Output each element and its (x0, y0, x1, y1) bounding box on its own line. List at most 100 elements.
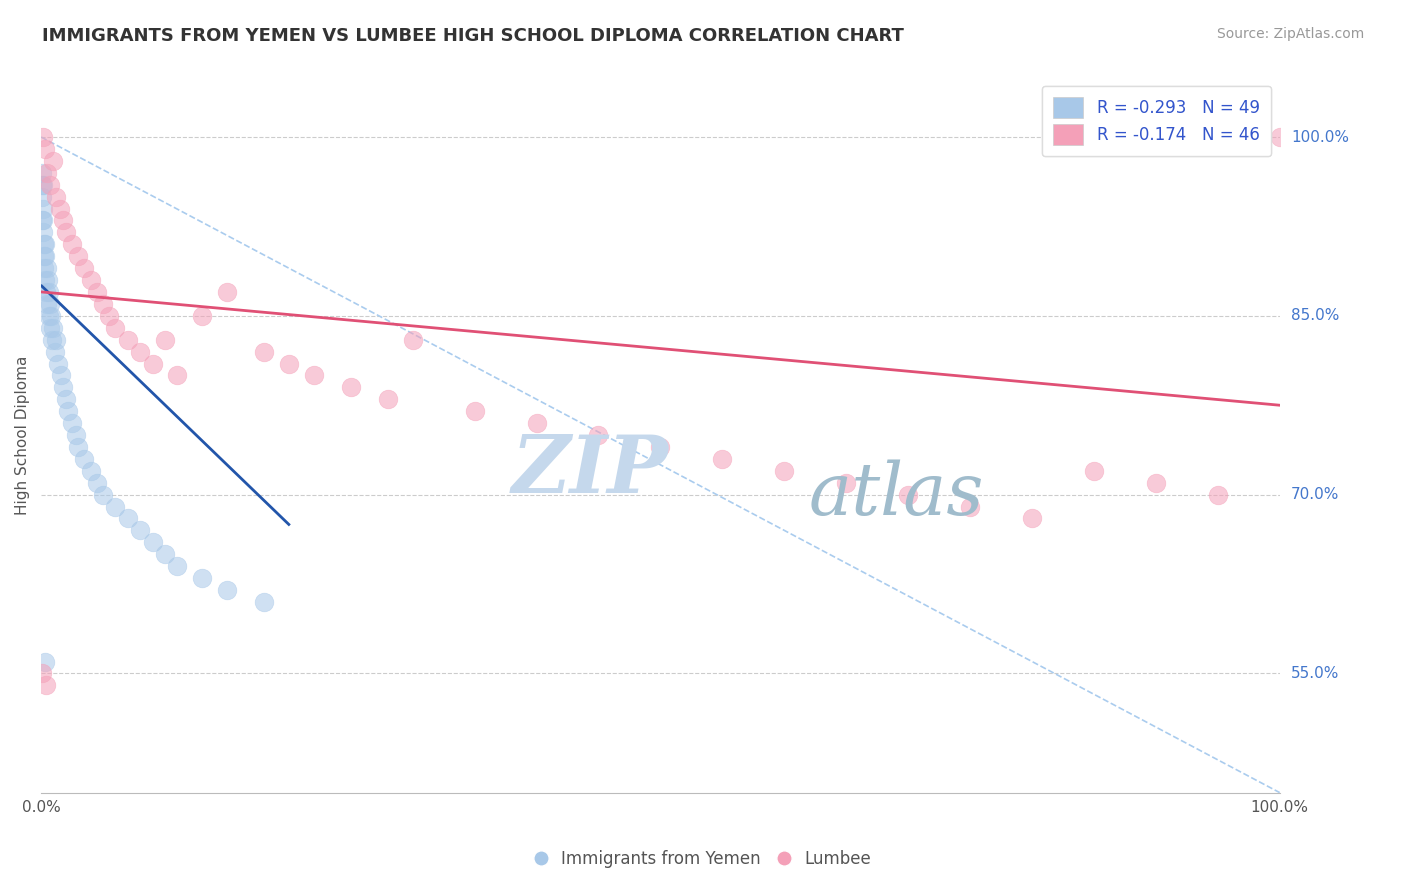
Point (166, 368, 188, 383)
Point (31, 666, 53, 681)
Point (32, 249, 55, 263)
Text: atlas: atlas (808, 459, 984, 530)
Point (58, 404, 80, 418)
Text: ZIP: ZIP (512, 432, 669, 509)
Point (34, 273, 56, 287)
Point (48, 357, 70, 371)
Point (38, 178, 60, 192)
Point (117, 333, 139, 347)
Point (835, 475, 858, 490)
Point (67, 249, 90, 263)
Point (38, 309, 60, 323)
Point (588, 428, 610, 442)
Point (34, 249, 56, 263)
Point (215, 285, 238, 299)
Point (79, 464, 101, 478)
Point (959, 500, 981, 514)
Point (55, 392, 77, 407)
Legend: R = -0.293   N = 49, R = -0.174   N = 46: R = -0.293 N = 49, R = -0.174 N = 46 (1042, 86, 1271, 156)
Text: 100.0%: 100.0% (1291, 129, 1348, 145)
Point (34, 142, 56, 156)
Point (153, 547, 176, 561)
Y-axis label: High School Diploma: High School Diploma (15, 355, 30, 515)
Point (32, 261, 55, 276)
Point (79, 273, 101, 287)
Point (73, 451, 96, 466)
Point (1206, 488, 1229, 502)
Point (42, 320, 65, 334)
Point (39, 309, 62, 323)
Point (129, 524, 152, 538)
Point (117, 511, 139, 525)
Point (34, 655, 56, 669)
Point (711, 451, 734, 466)
Point (65, 428, 87, 442)
Point (37, 273, 59, 287)
Point (897, 488, 920, 502)
Point (52, 213, 75, 227)
Point (31, 213, 53, 227)
Point (31, 166, 53, 180)
Text: 70.0%: 70.0% (1291, 487, 1339, 502)
Point (60, 416, 83, 430)
Text: 55.0%: 55.0% (1291, 666, 1339, 681)
Point (166, 559, 188, 574)
Point (302, 368, 325, 383)
Point (1021, 511, 1043, 525)
Point (153, 333, 176, 347)
Point (32, 202, 55, 216)
Point (773, 464, 796, 478)
Point (31, 213, 53, 227)
Point (277, 357, 299, 371)
Point (42, 153, 65, 168)
Point (253, 344, 276, 359)
Point (31, 178, 53, 192)
Point (38, 297, 60, 311)
Point (253, 595, 276, 609)
Point (377, 392, 399, 407)
Point (91, 488, 114, 502)
Point (73, 261, 96, 276)
Point (37, 297, 59, 311)
Point (37, 166, 59, 180)
Text: Source: ZipAtlas.com: Source: ZipAtlas.com (1216, 27, 1364, 41)
Point (39, 320, 62, 334)
Point (60, 237, 83, 252)
Text: 85.0%: 85.0% (1291, 309, 1339, 323)
Point (35, 285, 58, 299)
Point (32, 226, 55, 240)
Point (1144, 475, 1167, 490)
Point (45, 189, 67, 203)
Point (49, 368, 72, 383)
Text: IMMIGRANTS FROM YEMEN VS LUMBEE HIGH SCHOOL DIPLOMA CORRELATION CHART: IMMIGRANTS FROM YEMEN VS LUMBEE HIGH SCH… (42, 27, 904, 45)
Point (38, 285, 60, 299)
Point (86, 285, 108, 299)
Point (86, 475, 108, 490)
Point (67, 440, 90, 454)
Point (34, 237, 56, 252)
Point (1083, 464, 1105, 478)
Point (32, 237, 55, 252)
Point (44, 344, 66, 359)
Point (32, 130, 55, 145)
Point (464, 404, 486, 418)
Point (45, 333, 67, 347)
Point (142, 357, 165, 371)
Point (98, 309, 121, 323)
Legend: Immigrants from Yemen, Lumbee: Immigrants from Yemen, Lumbee (529, 844, 877, 875)
Point (35, 678, 58, 692)
Point (31, 178, 53, 192)
Point (191, 571, 214, 585)
Point (142, 535, 165, 549)
Point (55, 226, 77, 240)
Point (650, 440, 672, 454)
Point (215, 582, 238, 597)
Point (91, 297, 114, 311)
Point (41, 333, 63, 347)
Point (129, 344, 152, 359)
Point (48, 202, 70, 216)
Point (339, 380, 361, 394)
Point (191, 309, 214, 323)
Point (35, 261, 58, 276)
Point (402, 333, 425, 347)
